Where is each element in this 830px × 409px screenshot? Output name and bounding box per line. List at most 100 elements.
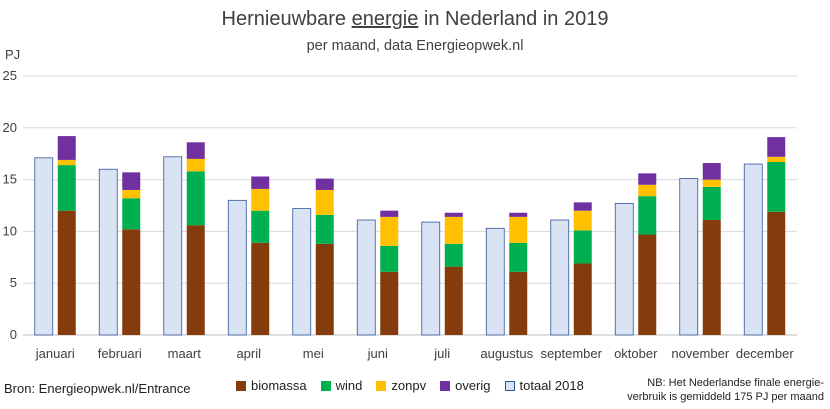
bar-overig-november <box>702 163 721 180</box>
bar-biomassa-maart <box>186 225 205 335</box>
bar-totaal-2018-augustus <box>485 227 505 336</box>
bar-zonpv-april <box>251 188 270 211</box>
bar-wind-september <box>573 230 592 264</box>
bar-wind-november <box>702 186 721 221</box>
bar-totaal-2018-december <box>743 163 763 336</box>
x-tick-label-februari: februari <box>98 346 142 361</box>
bar-zonpv-juli <box>444 216 463 244</box>
bar-totaal-2018-september <box>550 219 570 336</box>
legend-item-zonpv: zonpv <box>376 378 426 393</box>
bar-wind-mei <box>315 214 334 244</box>
bar-zonpv-december <box>767 156 786 162</box>
bar-wind-januari <box>57 165 76 211</box>
source-note: Bron: Energieopwek.nl/Entrance <box>4 381 191 396</box>
bar-overig-oktober <box>638 173 657 185</box>
legend-item-wind: wind <box>320 378 363 393</box>
bar-zonpv-juni <box>380 216 399 246</box>
chart-title: Hernieuwbare energie in Nederland in 201… <box>221 8 609 30</box>
bar-totaal-2018-juni <box>356 219 376 336</box>
x-tick-label-maart: maart <box>168 346 202 361</box>
bar-biomassa-november <box>702 220 721 335</box>
bar-biomassa-juli <box>444 266 463 335</box>
bar-zonpv-oktober <box>638 184 657 197</box>
bar-overig-juni <box>380 210 399 217</box>
legend-label-wind: wind <box>335 378 363 393</box>
bar-biomassa-september <box>573 263 592 335</box>
legend-label-biomassa: biomassa <box>251 378 307 393</box>
bar-overig-januari <box>57 136 76 160</box>
footnote-line-2: verbruik is gemiddeld 175 PJ per maand <box>627 391 824 403</box>
bar-zonpv-maart <box>186 158 205 172</box>
x-tick-label-oktober: oktober <box>614 346 658 361</box>
bar-biomassa-mei <box>315 243 334 335</box>
x-tick-label-juni: juni <box>367 346 388 361</box>
bar-biomassa-januari <box>57 210 76 335</box>
bar-wind-juli <box>444 243 463 267</box>
bar-overig-september <box>573 202 592 211</box>
footnote: NB: Het Nederlandse finale energie- verb… <box>627 376 824 404</box>
legend-label-totaal-2018: totaal 2018 <box>519 378 584 393</box>
bar-wind-juni <box>380 245 399 272</box>
bar-overig-december <box>767 137 786 157</box>
chart-subtitle: per maand, data Energieopwek.nl <box>306 38 524 54</box>
legend-swatch-zonpv <box>376 380 387 391</box>
bar-biomassa-februari <box>122 229 141 335</box>
legend: biomassa wind zonpv overig totaal 2018 <box>236 378 584 393</box>
x-tick-label-december: december <box>736 346 794 361</box>
legend-swatch-totaal-2018 <box>504 380 515 391</box>
bar-biomassa-oktober <box>638 234 657 335</box>
legend-item-totaal-2018: totaal 2018 <box>504 378 584 393</box>
y-tick-label-25: 25 <box>3 68 17 83</box>
legend-swatch-biomassa <box>236 380 246 391</box>
bar-totaal-2018-oktober <box>614 203 634 336</box>
bar-biomassa-juni <box>380 271 399 335</box>
bar-wind-februari <box>122 198 141 230</box>
footnote-line-1: NB: Het Nederlandse finale energie- <box>647 377 824 389</box>
y-axis-unit: PJ <box>5 47 21 62</box>
bar-wind-april <box>251 210 270 243</box>
bar-biomassa-april <box>251 242 270 335</box>
bar-totaal-2018-mei <box>292 208 312 336</box>
bar-totaal-2018-juli <box>421 221 441 336</box>
legend-swatch-wind <box>320 380 331 391</box>
legend-item-overig: overig <box>440 378 491 393</box>
bar-biomassa-december <box>767 211 786 335</box>
bar-overig-april <box>251 176 270 189</box>
bar-zonpv-november <box>702 179 721 187</box>
y-tick-label-0: 0 <box>10 327 17 342</box>
bar-zonpv-februari <box>122 189 141 199</box>
bar-totaal-2018-februari <box>98 168 118 336</box>
bar-totaal-2018-april <box>227 199 247 336</box>
bar-totaal-2018-maart <box>163 156 183 336</box>
y-tick-label-15: 15 <box>3 172 17 187</box>
bar-zonpv-augustus <box>509 216 528 243</box>
bar-wind-augustus <box>509 242 528 272</box>
bar-wind-maart <box>186 171 205 226</box>
legend-label-zonpv: zonpv <box>391 378 427 393</box>
bar-zonpv-januari <box>57 159 76 166</box>
bar-wind-december <box>767 161 786 212</box>
y-tick-label-20: 20 <box>3 120 17 135</box>
bar-totaal-2018-januari <box>34 157 54 336</box>
x-tick-label-april: april <box>236 346 261 361</box>
bar-overig-juli <box>444 212 463 217</box>
y-tick-label-5: 5 <box>10 275 17 290</box>
bar-wind-oktober <box>638 196 657 235</box>
bar-zonpv-mei <box>315 189 334 215</box>
bar-totaal-2018-november <box>679 178 699 336</box>
x-tick-label-augustus: augustus <box>480 346 533 361</box>
bar-zonpv-september <box>573 210 592 231</box>
x-tick-label-november: november <box>671 346 729 361</box>
x-tick-label-mei: mei <box>303 346 324 361</box>
legend-swatch-overig <box>440 380 451 391</box>
x-tick-label-januari: januari <box>35 346 75 361</box>
bar-overig-februari <box>122 172 141 190</box>
legend-item-biomassa: biomassa <box>236 378 307 393</box>
x-tick-label-juli: juli <box>433 346 450 361</box>
bar-overig-maart <box>186 142 205 159</box>
bar-overig-augustus <box>509 212 528 217</box>
bar-biomassa-augustus <box>509 271 528 335</box>
y-tick-label-10: 10 <box>3 223 17 238</box>
bar-overig-mei <box>315 178 334 190</box>
